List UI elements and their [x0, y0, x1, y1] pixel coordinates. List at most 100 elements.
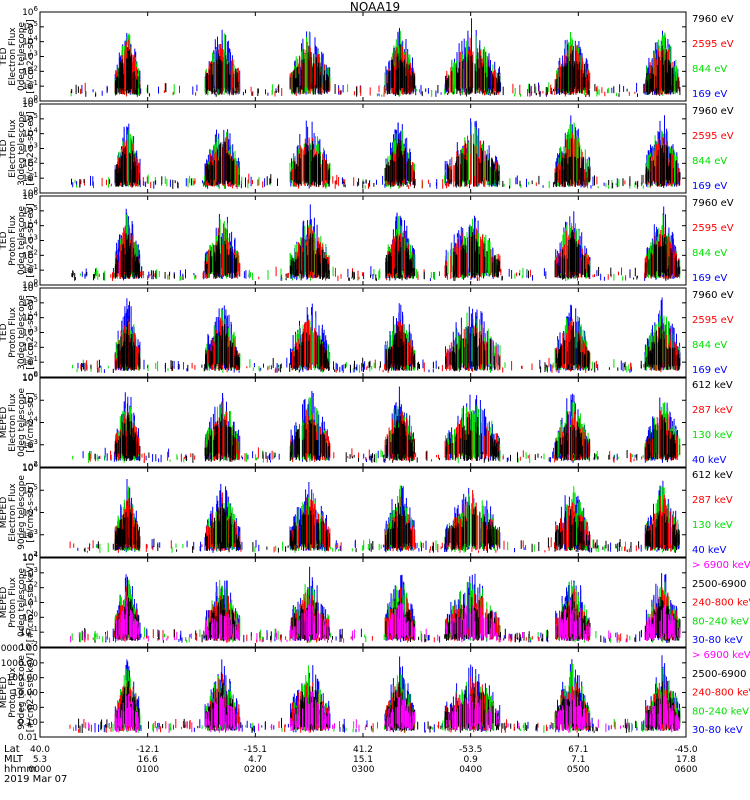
legend-entry: 844 eV [692, 64, 727, 75]
legend-entry: 40 keV [692, 455, 726, 466]
y-axis-label: TEDProton Flux0deg telescope[#/cm2-s-str… [0, 203, 36, 278]
x-tick-label: 15.1 [353, 755, 373, 765]
series-black [94, 412, 676, 463]
legend-entry: 7960 eV [692, 106, 734, 117]
legend-entry: 240-800 keV [692, 688, 750, 699]
series-marks [72, 386, 681, 463]
legend-entry: 2500-6900 [692, 579, 747, 590]
x-tick-label: -53.5 [459, 745, 482, 755]
series-marks [69, 655, 681, 733]
y-tick-label: 0.01 [18, 733, 38, 743]
x-row-label: hhmm [4, 764, 36, 775]
y-tick-label: 100.00 [7, 674, 39, 684]
x-tick-label: 5.3 [33, 755, 47, 765]
series-marks [71, 204, 681, 281]
y-tick-label: 0.10 [18, 718, 38, 728]
panel-meped-proton-90deg: 0.01 0.10 1.00 10.00 100.00 1000.00 10000.00ME… [0, 644, 750, 743]
y-tick-label: 10000.00 [0, 644, 38, 654]
series-black [71, 44, 681, 97]
y-axis-label: MEPEDProton Flux90deg telescope[#/cm2-s-… [0, 653, 36, 732]
series-black [81, 321, 681, 373]
x-tick-label: 0000 [29, 765, 52, 775]
legend-entry: 169 eV [692, 273, 727, 284]
x-axis-labels: LatMLThhmm40.05.30000-12.116.60100-15.14… [4, 744, 698, 785]
legend-entry: 7960 eV [692, 290, 734, 301]
series-magenta [85, 690, 680, 733]
x-tick-label: -12.1 [136, 745, 159, 755]
legend-entry: 612 keV [692, 470, 733, 481]
y-axis-label: TEDElectron Flux0deg telescope[#/cm2-s-s… [0, 19, 36, 94]
x-tick-label: 0100 [136, 765, 159, 775]
legend-entry: 30-80 keV [692, 635, 743, 646]
legend-entry: 130 keV [692, 430, 733, 441]
legend-entry: 169 eV [692, 89, 727, 100]
legend-entry: 7960 eV [692, 198, 734, 209]
legend-entry: 40 keV [692, 545, 726, 556]
legend-entry: 2595 eV [692, 131, 734, 142]
legend-entry: 80-240 keV [692, 616, 749, 627]
y-axis-label: TEDProton Flux30deg telescope[#/cm2-s-st… [0, 295, 36, 370]
legend-entry: > 6900 keV [692, 650, 750, 661]
legend-entry: 2595 eV [692, 39, 734, 50]
legend-entry: 844 eV [692, 248, 727, 259]
y-axis-label: MEPEDElectron Flux0deg telescope[#/cm2-s… [0, 388, 36, 458]
legend-entry: 844 eV [692, 340, 727, 351]
legend-entry: 2595 eV [692, 223, 734, 234]
legend-entry: 240-800 keV [692, 598, 750, 609]
x-tick-label: 0200 [244, 765, 267, 775]
y-tick-label: 1000.00 [1, 659, 38, 669]
x-tick-label: 17.8 [676, 755, 696, 765]
legend-entry: 169 eV [692, 181, 727, 192]
series-marks [69, 479, 680, 553]
legend-entry: 130 keV [692, 520, 733, 531]
chart-title: NOAA19 [349, 0, 401, 14]
x-tick-label: 0500 [567, 765, 590, 775]
series-marks [70, 566, 681, 643]
x-tick-label: 40.0 [30, 745, 50, 755]
x-tick-label: 16.6 [138, 755, 158, 765]
series-black [71, 229, 681, 281]
y-axis-label: TEDElectron Flux30deg telescope[#/cm2-s-… [0, 111, 36, 186]
legend-entry: 80-240 keV [692, 706, 749, 717]
y-tick-label: 10.00 [12, 689, 38, 699]
series-black [83, 502, 680, 553]
y-axis-label: MEPEDElectron Flux90deg telescope[#/cm2-… [0, 475, 36, 550]
legend-entry: 2595 eV [692, 315, 734, 326]
x-tick-label: 0.9 [464, 755, 479, 765]
date-label: 2019 Mar 07 [4, 774, 67, 785]
series-black [71, 138, 681, 189]
legend-entry: 287 keV [692, 495, 733, 506]
legend-entry: 169 eV [692, 365, 727, 376]
x-row-label: Lat [4, 744, 20, 755]
x-row-label: MLT [4, 754, 24, 765]
x-tick-label: -45.0 [674, 745, 698, 755]
y-axis-label: MEPEDProton Flux0deg telescope[#/cm2-s-s… [0, 563, 36, 642]
x-tick-label: 0300 [352, 765, 375, 775]
series-marks [71, 115, 681, 189]
x-tick-label: 0400 [459, 765, 482, 775]
x-tick-label: 4.7 [248, 755, 262, 765]
y-tick-label: 1.00 [18, 703, 38, 713]
x-tick-label: -15.1 [244, 745, 267, 755]
series-magenta [70, 599, 681, 643]
x-tick-label: 41.2 [353, 745, 373, 755]
x-tick-label: 7.1 [571, 755, 585, 765]
series-marks [72, 297, 681, 373]
y-tick-label: 106 [22, 5, 38, 18]
legend-entry: 287 keV [692, 405, 733, 416]
legend-entry: 612 keV [692, 380, 733, 391]
x-tick-label: 67.1 [568, 745, 588, 755]
series-red [89, 401, 681, 463]
x-tick-label: 0600 [675, 765, 698, 775]
series-marks [70, 18, 681, 97]
legend-entry: 2500-6900 [692, 669, 747, 680]
legend-entry: > 6900 keV [692, 560, 750, 571]
